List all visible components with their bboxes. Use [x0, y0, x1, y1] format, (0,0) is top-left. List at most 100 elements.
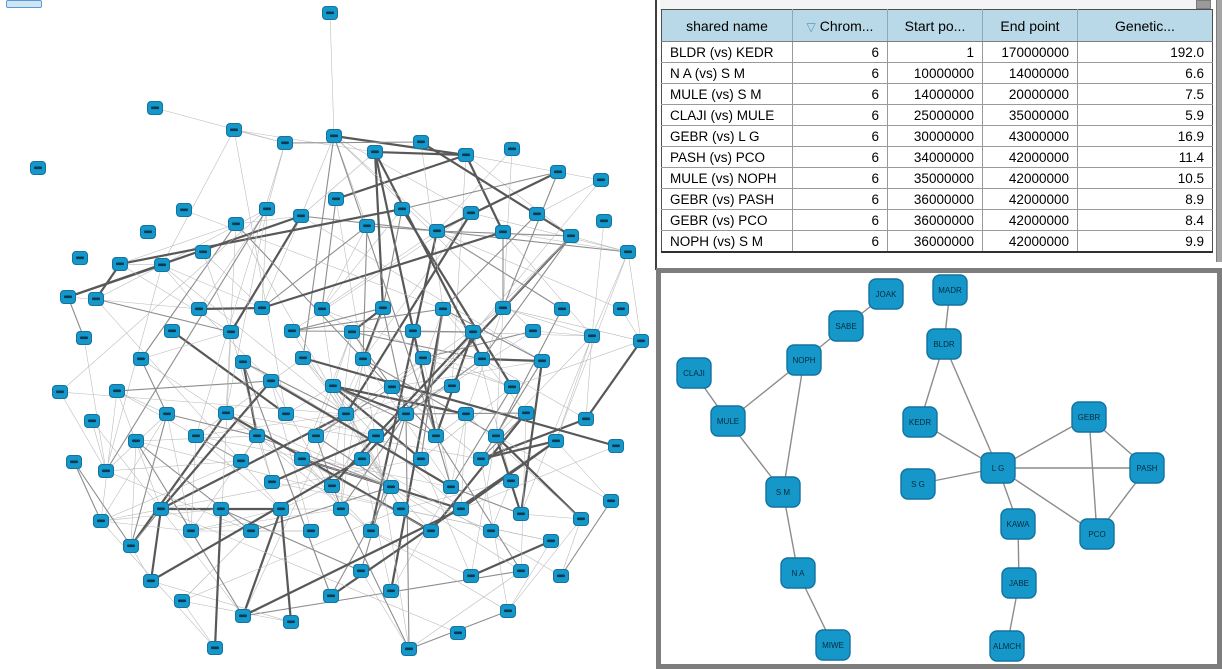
column-header-2[interactable]: Start po...: [887, 9, 983, 42]
network-node[interactable]: [525, 324, 541, 338]
network-node[interactable]: [140, 225, 156, 239]
table-row[interactable]: GEBR (vs) L G 6 30000000 43000000 16.9: [661, 125, 1213, 147]
network-node[interactable]: [60, 290, 76, 304]
network-node-MULE[interactable]: MULE: [710, 405, 746, 437]
network-node[interactable]: [273, 502, 289, 516]
network-node[interactable]: [133, 352, 149, 366]
network-node[interactable]: [153, 502, 169, 516]
network-node[interactable]: [423, 524, 439, 538]
network-node[interactable]: [218, 406, 234, 420]
network-node[interactable]: [573, 512, 589, 526]
network-node-NOPH[interactable]: NOPH: [786, 344, 822, 376]
network-node[interactable]: [383, 480, 399, 494]
network-node[interactable]: [325, 379, 341, 393]
panel-divider[interactable]: [655, 0, 657, 270]
network-node-MADR[interactable]: MADR: [932, 274, 968, 306]
network-node[interactable]: [303, 524, 319, 538]
network-node[interactable]: [553, 569, 569, 583]
network-node[interactable]: [428, 429, 444, 443]
network-node[interactable]: [263, 374, 279, 388]
network-node[interactable]: [608, 439, 624, 453]
network-node[interactable]: [293, 209, 309, 223]
network-node[interactable]: [563, 229, 579, 243]
network-node[interactable]: [264, 475, 280, 489]
horizontal-scrollbar-thumb[interactable]: [6, 0, 42, 8]
network-node[interactable]: [444, 379, 460, 393]
network-node[interactable]: [52, 385, 68, 399]
table-row[interactable]: MULE (vs) S M 6 14000000 20000000 7.5: [661, 83, 1213, 105]
network-node[interactable]: [534, 354, 550, 368]
network-node[interactable]: [543, 534, 559, 548]
network-node-L G[interactable]: L G: [980, 452, 1016, 484]
network-node[interactable]: [98, 464, 114, 478]
network-node[interactable]: [295, 351, 311, 365]
table-row[interactable]: BLDR (vs) KEDR 6 1 170000000 192.0: [661, 41, 1213, 63]
network-node-S G[interactable]: S G: [900, 468, 936, 500]
network-node[interactable]: [463, 569, 479, 583]
network-node[interactable]: [415, 351, 431, 365]
network-node[interactable]: [363, 524, 379, 538]
network-node[interactable]: [30, 161, 46, 175]
network-node[interactable]: [355, 352, 371, 366]
network-node[interactable]: [93, 514, 109, 528]
network-node[interactable]: [226, 123, 242, 137]
filter-funnel-icon[interactable]: ▽: [806, 19, 816, 34]
network-node[interactable]: [596, 214, 612, 228]
network-node[interactable]: [128, 434, 144, 448]
network-node[interactable]: [435, 302, 451, 316]
network-edge-GEBR-PCO[interactable]: [1088, 416, 1098, 535]
network-node[interactable]: [147, 101, 163, 115]
table-row[interactable]: GEBR (vs) PCO 6 36000000 42000000 8.4: [661, 209, 1213, 231]
network-node[interactable]: [233, 454, 249, 468]
network-node[interactable]: [213, 502, 229, 516]
network-node[interactable]: [578, 412, 594, 426]
network-node[interactable]: [503, 474, 519, 488]
network-node[interactable]: [235, 609, 251, 623]
network-node[interactable]: [353, 564, 369, 578]
network-node[interactable]: [593, 173, 609, 187]
network-node[interactable]: [548, 434, 564, 448]
network-node[interactable]: [463, 206, 479, 220]
network-node-GEBR[interactable]: GEBR: [1071, 401, 1107, 433]
network-node[interactable]: [278, 407, 294, 421]
table-row[interactable]: MULE (vs) NOPH 6 35000000 42000000 10.5: [661, 167, 1213, 189]
network-node-ALMCH[interactable]: ALMCH: [989, 630, 1025, 662]
network-node[interactable]: [384, 380, 400, 394]
network-node[interactable]: [504, 142, 520, 156]
network-node[interactable]: [529, 207, 545, 221]
network-node[interactable]: [322, 6, 338, 20]
network-node[interactable]: [228, 217, 244, 231]
network-node[interactable]: [333, 502, 349, 516]
network-node-PASH[interactable]: PASH: [1129, 452, 1165, 484]
column-header-1[interactable]: ▽ Chrom...: [792, 9, 888, 42]
network-node[interactable]: [354, 452, 370, 466]
network-node[interactable]: [513, 564, 529, 578]
network-node[interactable]: [174, 594, 190, 608]
network-node[interactable]: [66, 455, 82, 469]
network-node[interactable]: [84, 414, 100, 428]
network-node[interactable]: [393, 502, 409, 516]
network-node[interactable]: [465, 325, 481, 339]
network-node[interactable]: [88, 292, 104, 306]
network-node[interactable]: [429, 224, 445, 238]
network-node[interactable]: [401, 642, 417, 656]
network-node[interactable]: [191, 302, 207, 316]
network-node-S M[interactable]: S M: [765, 476, 801, 508]
network-node[interactable]: [159, 407, 175, 421]
network-node[interactable]: [143, 574, 159, 588]
network-node[interactable]: [633, 334, 649, 348]
network-node[interactable]: [375, 301, 391, 315]
network-node[interactable]: [359, 219, 375, 233]
network-node[interactable]: [176, 203, 192, 217]
network-node[interactable]: [183, 524, 199, 538]
network-node-PCO[interactable]: PCO: [1079, 518, 1115, 550]
network-edge-NOPH-S M[interactable]: [782, 359, 805, 493]
network-node-JOAK[interactable]: JOAK: [868, 278, 904, 310]
network-node[interactable]: [314, 302, 330, 316]
network-node[interactable]: [383, 584, 399, 598]
network-node-BLDR[interactable]: BLDR: [926, 328, 962, 360]
network-node[interactable]: [450, 626, 466, 640]
network-node[interactable]: [550, 165, 566, 179]
network-node-CLAJI[interactable]: CLAJI: [676, 357, 712, 389]
network-node[interactable]: [483, 524, 499, 538]
